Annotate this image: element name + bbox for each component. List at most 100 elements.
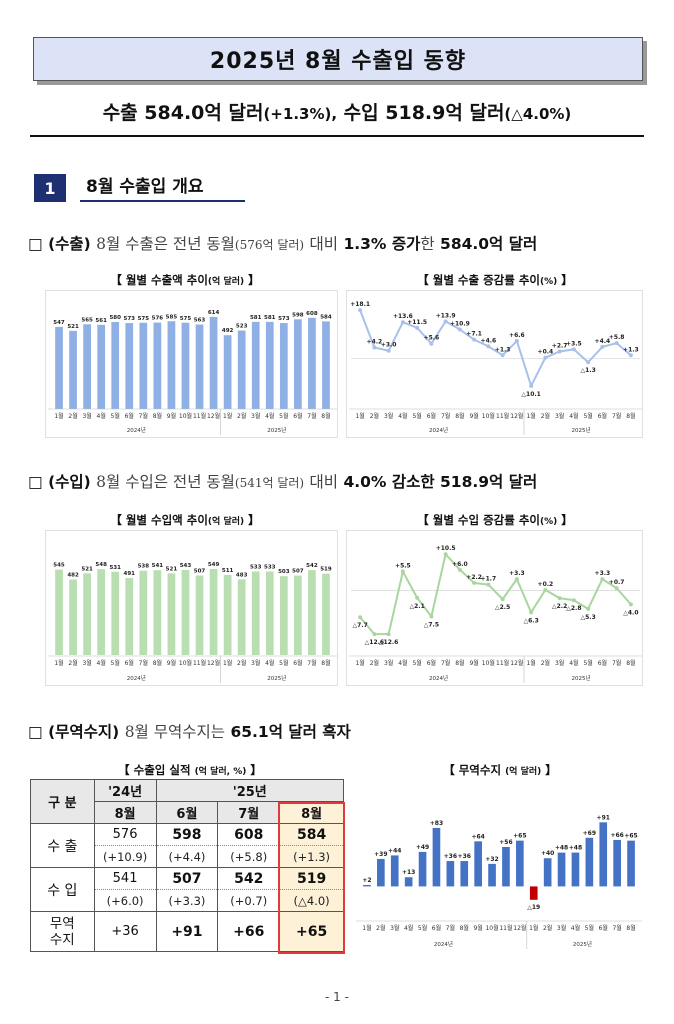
year-label: 2025년	[267, 674, 286, 682]
tick-label: 8월	[626, 412, 635, 420]
data-label: +1.3	[623, 346, 639, 353]
tick-label: 3월	[82, 412, 91, 420]
tick-label: 4월	[569, 412, 578, 420]
table-cell: +36	[93, 911, 157, 952]
bar	[55, 569, 63, 655]
tick-label: 4월	[398, 659, 407, 667]
data-point	[628, 353, 633, 358]
tick-label: 6월	[598, 659, 607, 667]
data-label: 598	[292, 312, 304, 318]
tick-label: 7월	[612, 659, 621, 667]
tick-label: 2월	[237, 659, 246, 667]
data-label: △2.2	[552, 603, 567, 610]
tick-label: 2월	[68, 412, 77, 420]
data-label: +4.6	[481, 337, 497, 344]
tick-label: 7월	[307, 412, 316, 420]
bar	[571, 852, 580, 887]
tick-label: 11월	[496, 412, 509, 420]
data-point	[557, 596, 562, 601]
tick-label: 2월	[370, 659, 379, 667]
data-label: +2.2	[466, 574, 482, 581]
tick-label: 6월	[427, 412, 436, 420]
tick-label: 3월	[384, 412, 393, 420]
data-point	[486, 582, 491, 587]
data-label: +10.5	[436, 545, 456, 552]
data-point	[415, 595, 420, 600]
data-label: +2.7	[552, 342, 568, 349]
bar	[265, 571, 274, 655]
bar	[195, 575, 204, 655]
tick-label: 5월	[583, 659, 592, 667]
table-cell: 598	[155, 823, 219, 846]
bar	[390, 855, 399, 887]
tick-label: 7월	[139, 412, 148, 420]
tick-label: 7월	[307, 659, 316, 667]
data-label: +0.2	[538, 581, 554, 588]
tick-label: 10월	[482, 412, 495, 420]
data-point	[586, 360, 591, 365]
table-cell: 584	[279, 823, 344, 846]
year-label: 2025년	[571, 674, 590, 682]
data-label: 573	[278, 316, 290, 322]
data-label: 482	[67, 572, 79, 578]
table-cell: 507	[155, 867, 219, 890]
bar	[585, 837, 594, 887]
tick-label: 7월	[612, 924, 621, 932]
tick-label: 10월	[179, 412, 192, 420]
tick-label: 11월	[193, 412, 206, 420]
page-title: 2025년 8월 수출입 동향	[33, 37, 643, 81]
bar	[418, 851, 427, 887]
data-label: 511	[222, 568, 234, 574]
data-label: +10.9	[450, 320, 470, 327]
tick-label: 4월	[265, 659, 274, 667]
bar	[308, 570, 316, 655]
trade-table: 구 분 '24년 '25년 8월 6월 7월 8월 수 출 576 598 60…	[30, 779, 345, 952]
bar	[97, 324, 106, 409]
data-label: 523	[236, 324, 248, 330]
data-label: 575	[138, 316, 150, 322]
data-label: +11.5	[407, 319, 427, 326]
tick-label: 5월	[111, 659, 120, 667]
data-label: +3.0	[381, 342, 397, 349]
tick-label: 9월	[473, 924, 482, 932]
bar	[265, 321, 274, 409]
tick-label: 6월	[293, 412, 302, 420]
data-point	[529, 383, 534, 388]
export-rate-chart: +18.1 +4.2 +3.0 +13.6 +11.5 +5.6 +13.9 +10.9 +7.…	[346, 290, 643, 438]
data-label: 533	[264, 564, 276, 570]
data-label: +0.4	[538, 349, 554, 356]
data-label: +18.1	[350, 301, 370, 308]
bar	[237, 579, 246, 655]
tick-label: 1월	[223, 659, 232, 667]
tick-label: 11월	[499, 924, 512, 932]
data-label: △2.8	[566, 605, 581, 612]
data-label: 576	[152, 316, 164, 322]
data-label: 492	[222, 328, 234, 334]
data-label: +2	[362, 877, 371, 884]
data-label: +13.6	[393, 313, 413, 320]
data-label: △4.0	[623, 609, 638, 616]
data-label: +6.0	[452, 561, 468, 568]
export-amount-chart-title: 【 월별 수출액 추이(억 달러) 】	[110, 273, 260, 287]
data-label: +0.7	[609, 579, 625, 586]
bar	[627, 840, 635, 887]
bar	[557, 852, 566, 887]
data-label: 585	[166, 314, 178, 320]
series-line	[359, 552, 632, 636]
tick-label: 10월	[482, 659, 495, 667]
data-label: +36	[444, 853, 457, 860]
data-label: △10.1	[521, 391, 540, 398]
table-cell: (△4.0)	[279, 889, 344, 912]
bar	[432, 827, 441, 887]
tick-label: 12월	[207, 659, 220, 667]
tick-label: 6월	[125, 659, 134, 667]
tick-label: 3월	[555, 412, 564, 420]
data-label: △12.6	[379, 639, 398, 646]
data-label: +48	[569, 845, 582, 852]
year-label: 2024년	[434, 940, 453, 948]
export-bullet: □ (수출) 8월 수출은 전년 동월(576억 달러) 대비 1.3% 증가한…	[28, 235, 538, 253]
trade-bullet: □ (무역수지) 8월 무역수지는 65.1억 달러 흑자	[28, 723, 351, 741]
table-cell: +66	[217, 911, 281, 952]
tick-label: 6월	[293, 659, 302, 667]
tick-label: 2월	[543, 924, 552, 932]
